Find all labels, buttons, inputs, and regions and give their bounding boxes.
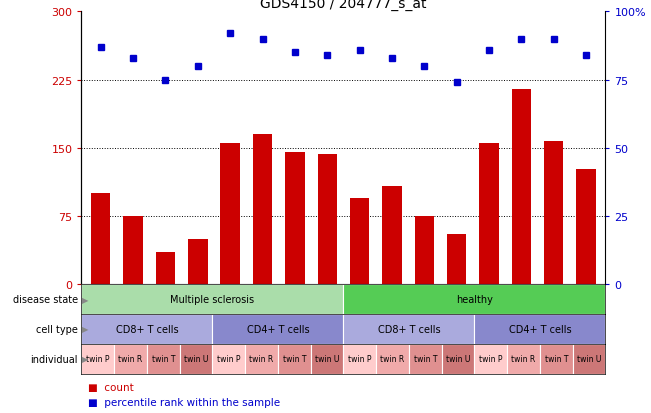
Bar <box>318 155 337 285</box>
Bar <box>576 169 596 285</box>
Text: ▶: ▶ <box>82 354 89 363</box>
Bar <box>212 314 344 344</box>
Text: individual: individual <box>31 354 78 364</box>
Bar <box>447 235 466 285</box>
Text: twin T: twin T <box>544 354 568 363</box>
Text: twin U: twin U <box>577 354 602 363</box>
Bar <box>81 344 114 374</box>
Bar <box>221 144 240 285</box>
Text: twin U: twin U <box>446 354 470 363</box>
Text: twin R: twin R <box>118 354 143 363</box>
Text: healthy: healthy <box>456 294 493 304</box>
Bar <box>475 314 605 344</box>
Text: twin R: twin R <box>380 354 405 363</box>
Bar <box>409 344 441 374</box>
Text: CD4+ T cells: CD4+ T cells <box>247 324 309 334</box>
Text: twin T: twin T <box>283 354 306 363</box>
Text: ■  count: ■ count <box>88 382 133 392</box>
Text: disease state: disease state <box>13 294 78 304</box>
Bar <box>81 285 344 314</box>
Text: twin T: twin T <box>152 354 175 363</box>
Text: Multiple sclerosis: Multiple sclerosis <box>171 294 255 304</box>
Bar <box>91 194 111 285</box>
Bar <box>415 216 434 285</box>
Bar <box>124 216 143 285</box>
Text: ▶: ▶ <box>82 295 89 304</box>
Bar <box>344 285 605 314</box>
Bar <box>180 344 212 374</box>
Text: ■  percentile rank within the sample: ■ percentile rank within the sample <box>88 396 280 407</box>
Text: twin T: twin T <box>413 354 437 363</box>
Bar <box>245 344 278 374</box>
Bar <box>441 344 475 374</box>
Bar <box>540 344 573 374</box>
Bar <box>253 135 272 285</box>
Bar <box>376 344 409 374</box>
Bar <box>156 253 175 285</box>
Bar <box>544 142 563 285</box>
Bar <box>507 344 540 374</box>
Bar <box>311 344 344 374</box>
Text: twin R: twin R <box>512 354 536 363</box>
Text: cell type: cell type <box>36 324 78 334</box>
Text: twin U: twin U <box>184 354 208 363</box>
Bar <box>81 314 212 344</box>
Text: CD8+ T cells: CD8+ T cells <box>378 324 440 334</box>
Bar <box>344 344 376 374</box>
Bar <box>350 198 369 285</box>
Bar <box>382 187 402 285</box>
Text: twin P: twin P <box>348 354 372 363</box>
Title: GDS4150 / 204777_s_at: GDS4150 / 204777_s_at <box>260 0 426 12</box>
Text: twin P: twin P <box>479 354 503 363</box>
Text: twin P: twin P <box>86 354 109 363</box>
Bar <box>114 344 147 374</box>
Bar <box>475 344 507 374</box>
Bar <box>188 239 208 285</box>
Bar <box>147 344 180 374</box>
Bar <box>512 90 531 285</box>
Bar <box>212 344 245 374</box>
Text: twin U: twin U <box>315 354 339 363</box>
Bar <box>573 344 605 374</box>
Text: ▶: ▶ <box>82 325 89 334</box>
Text: twin P: twin P <box>217 354 240 363</box>
Text: CD4+ T cells: CD4+ T cells <box>508 324 571 334</box>
Bar <box>285 153 305 285</box>
Text: twin R: twin R <box>249 354 273 363</box>
Bar <box>479 144 499 285</box>
Bar <box>278 344 311 374</box>
Text: CD8+ T cells: CD8+ T cells <box>116 324 178 334</box>
Bar <box>344 314 475 344</box>
